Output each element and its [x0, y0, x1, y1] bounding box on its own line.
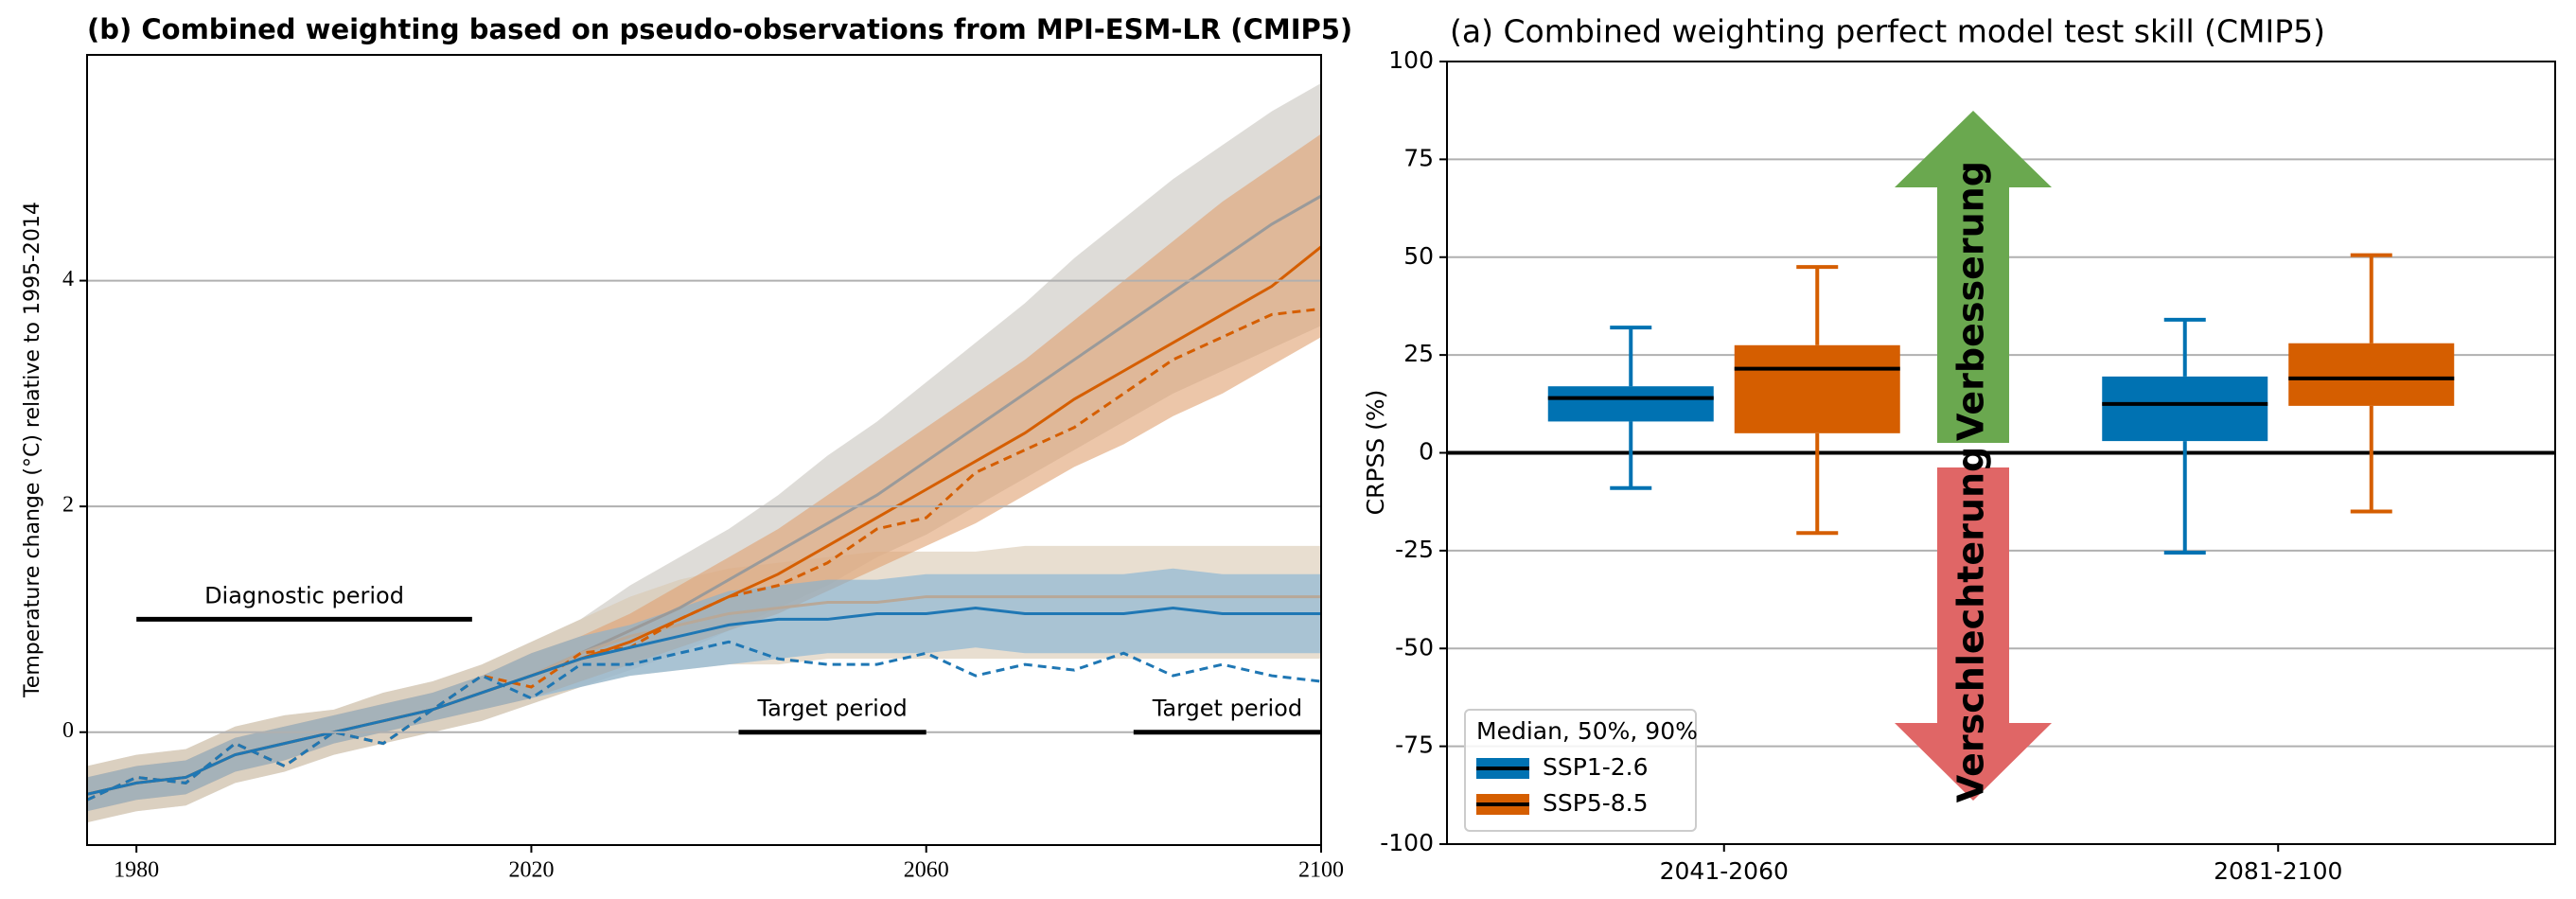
period-label: Target period	[756, 696, 907, 722]
axes-frame	[86, 54, 1322, 846]
arrow-label: Verbesserung	[1950, 161, 1992, 441]
y-tick-label: -25	[1395, 536, 1434, 563]
box	[1734, 344, 1900, 433]
axes-frame	[1446, 61, 2556, 845]
y-tick-label: 75	[1403, 144, 1434, 171]
x-tick-label: 2081-2100	[2214, 857, 2342, 885]
line	[87, 606, 1321, 796]
x-tick-label: 1980	[114, 858, 159, 883]
y-tick-label: 2	[62, 493, 74, 518]
legend-title: Median, 50%, 90%	[1476, 717, 1698, 745]
line	[87, 640, 1321, 802]
box	[2288, 343, 2455, 406]
arrow-label: Verschlechterung	[1950, 447, 1992, 802]
arrow-up	[1895, 111, 2052, 443]
y-tick-label: -100	[1380, 829, 1434, 856]
left-y-label: Temperature change (°C) relative to 1995…	[21, 202, 44, 698]
band	[87, 568, 1321, 812]
left-title: (b) Combined weighting based on pseudo-o…	[87, 13, 1352, 45]
legend-label: SSP5-8.5	[1543, 789, 1649, 817]
x-tick-label: 2041-2060	[1660, 857, 1789, 885]
x-tick-label: 2060	[904, 858, 949, 883]
y-tick-label: 100	[1388, 46, 1434, 74]
y-tick-label: 25	[1403, 340, 1434, 367]
x-tick-label: 2020	[508, 858, 554, 883]
box	[1547, 386, 1714, 422]
period-label: Diagnostic period	[204, 582, 404, 608]
y-tick-label: 4	[62, 267, 74, 291]
right-title: (a) Combined weighting perfect model tes…	[1450, 13, 2325, 50]
plot-area	[87, 82, 1321, 823]
y-tick-label: 50	[1403, 242, 1434, 270]
right-y-label: CRPSS (%)	[1362, 390, 1389, 516]
y-tick-label: 0	[62, 718, 74, 743]
band	[87, 82, 1321, 823]
period-label: Target period	[1152, 696, 1302, 722]
arrow-down	[1895, 467, 2052, 801]
legend-label: SSP1-2.6	[1543, 753, 1649, 781]
x-tick-label: 2100	[1298, 858, 1344, 883]
y-tick-label: 0	[1419, 438, 1434, 466]
y-tick-label: -50	[1395, 633, 1434, 661]
y-tick-label: -75	[1395, 732, 1434, 759]
box	[2102, 376, 2268, 442]
